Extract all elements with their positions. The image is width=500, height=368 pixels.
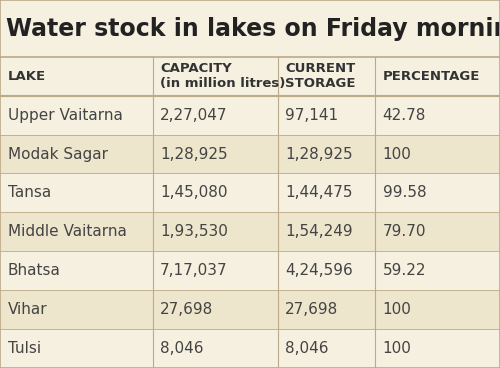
- Text: 8,046: 8,046: [285, 341, 329, 356]
- Text: PERCENTAGE: PERCENTAGE: [382, 70, 480, 83]
- FancyBboxPatch shape: [0, 57, 500, 96]
- Text: Water stock in lakes on Friday morning: Water stock in lakes on Friday morning: [6, 17, 500, 40]
- FancyBboxPatch shape: [0, 290, 500, 329]
- FancyBboxPatch shape: [0, 0, 500, 57]
- Text: 100: 100: [382, 341, 412, 356]
- FancyBboxPatch shape: [0, 329, 500, 368]
- Text: 79.70: 79.70: [382, 224, 426, 239]
- FancyBboxPatch shape: [0, 251, 500, 290]
- Text: 8,046: 8,046: [160, 341, 204, 356]
- Text: Tansa: Tansa: [8, 185, 51, 201]
- Text: 1,45,080: 1,45,080: [160, 185, 228, 201]
- Text: CURRENT
STORAGE: CURRENT STORAGE: [285, 62, 356, 91]
- FancyBboxPatch shape: [0, 212, 500, 251]
- Text: 100: 100: [382, 146, 412, 162]
- Text: 99.58: 99.58: [382, 185, 426, 201]
- Text: 1,44,475: 1,44,475: [285, 185, 352, 201]
- Text: LAKE: LAKE: [8, 70, 46, 83]
- Text: Vihar: Vihar: [8, 302, 47, 317]
- Text: 100: 100: [382, 302, 412, 317]
- Text: 4,24,596: 4,24,596: [285, 263, 353, 278]
- Text: Tulsi: Tulsi: [8, 341, 40, 356]
- Text: 97,141: 97,141: [285, 107, 338, 123]
- Text: Middle Vaitarna: Middle Vaitarna: [8, 224, 126, 239]
- Text: 2,27,047: 2,27,047: [160, 107, 228, 123]
- FancyBboxPatch shape: [0, 173, 500, 212]
- Text: 7,17,037: 7,17,037: [160, 263, 228, 278]
- Text: 42.78: 42.78: [382, 107, 426, 123]
- Text: CAPACITY
(in million litres): CAPACITY (in million litres): [160, 62, 286, 91]
- Text: Modak Sagar: Modak Sagar: [8, 146, 108, 162]
- Text: 27,698: 27,698: [285, 302, 339, 317]
- FancyBboxPatch shape: [0, 96, 500, 135]
- Text: 27,698: 27,698: [160, 302, 213, 317]
- Text: 1,28,925: 1,28,925: [160, 146, 228, 162]
- Text: Bhatsa: Bhatsa: [8, 263, 60, 278]
- FancyBboxPatch shape: [0, 135, 500, 173]
- Text: 59.22: 59.22: [382, 263, 426, 278]
- Text: 1,54,249: 1,54,249: [285, 224, 352, 239]
- Text: 1,93,530: 1,93,530: [160, 224, 228, 239]
- Text: Upper Vaitarna: Upper Vaitarna: [8, 107, 122, 123]
- Text: 1,28,925: 1,28,925: [285, 146, 352, 162]
